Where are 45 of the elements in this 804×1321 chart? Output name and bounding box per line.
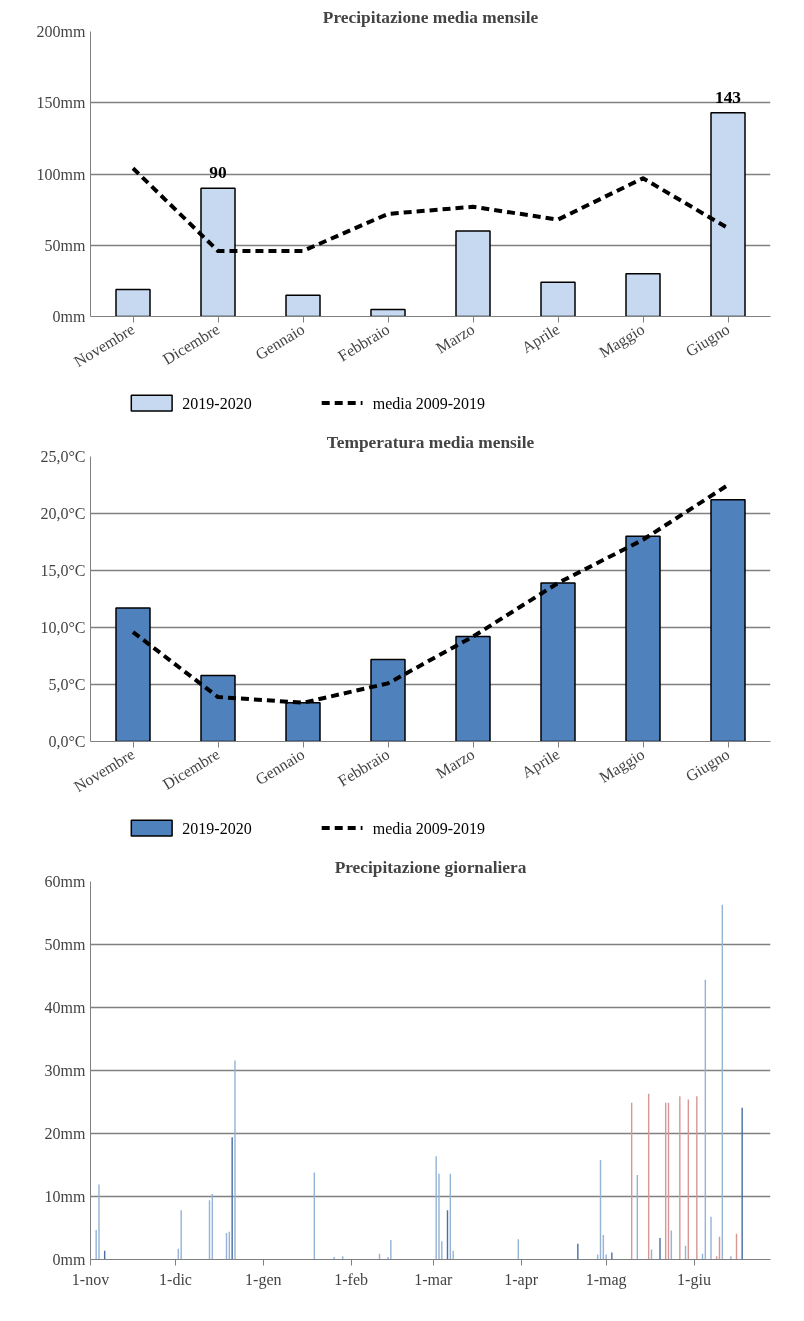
x-tick-label: 1-feb — [334, 1270, 369, 1288]
legend-label: 2019-2020 — [182, 819, 252, 837]
y-tick-label: 200mm — [36, 23, 87, 40]
chart-title: Temperatura media mensile — [326, 432, 535, 452]
x-tick-label: 1-gen — [245, 1270, 282, 1289]
y-tick-label: 40mm — [44, 999, 87, 1016]
bar — [285, 294, 321, 317]
y-tick-label: 5,0°C — [48, 676, 86, 693]
y-tick-label: 10mm — [44, 1188, 87, 1205]
x-tick-label: 1-dic — [159, 1270, 192, 1288]
data-label: 143 — [715, 87, 742, 107]
x-tick-label: 1-giu — [677, 1270, 711, 1289]
y-tick-label: 50mm — [44, 936, 87, 953]
y-tick-label: 0,0°C — [48, 733, 86, 750]
x-tick-label: Aprile — [518, 320, 563, 357]
chart-title: Precipitazione media mensile — [322, 7, 539, 27]
x-tick-label: 1-mag — [585, 1270, 627, 1289]
data-label: 90 — [209, 163, 227, 183]
y-tick-label: 150mm — [36, 94, 87, 112]
y-tick-label: 0mm — [52, 308, 87, 325]
y-tick-label: 15,0°C — [40, 562, 86, 579]
y-tick-label: 10,0°C — [40, 619, 86, 636]
y-tick-label: 100mm — [36, 165, 87, 183]
y-tick-label: 0mm — [52, 1251, 87, 1268]
x-tick-label: Aprile — [518, 745, 563, 782]
y-tick-label: 25,0°C — [40, 448, 86, 465]
x-tick-label: 1-nov — [71, 1270, 110, 1288]
bar — [540, 281, 576, 317]
y-tick-label: 30mm — [44, 1062, 87, 1079]
y-tick-label: 20,0°C — [40, 505, 86, 522]
chart-title: Precipitazione giornaliera — [334, 857, 527, 877]
legend-label: media 2009-2019 — [372, 394, 486, 412]
legend-label: media 2009-2019 — [372, 819, 486, 837]
x-tick-label: 1-apr — [504, 1270, 539, 1289]
y-tick-label: 60mm — [44, 873, 87, 890]
bar — [115, 288, 151, 317]
x-tick-label: Marzo — [432, 745, 478, 782]
bar — [370, 308, 406, 317]
y-tick-label: 50mm — [44, 236, 87, 254]
legend-label: 2019-2020 — [182, 394, 252, 412]
x-tick-label: Marzo — [432, 320, 478, 357]
bar — [625, 273, 661, 317]
y-tick-label: 20mm — [44, 1125, 87, 1142]
x-tick-label: 1-mar — [414, 1270, 454, 1288]
bar — [455, 230, 491, 317]
